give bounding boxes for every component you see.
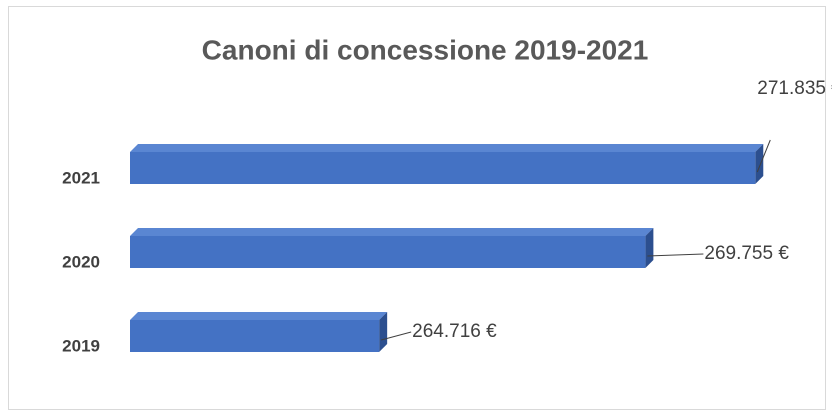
- bar-side: [645, 228, 654, 268]
- data-label: 264.716 €: [412, 321, 497, 342]
- data-label: 271.835 €: [757, 78, 832, 99]
- chart-title: Canoni di concessione 2019-2021: [202, 34, 649, 65]
- leader-line: [647, 253, 704, 257]
- category-label: 2020: [62, 252, 100, 271]
- bar-side: [379, 312, 388, 352]
- bar-top: [130, 144, 764, 152]
- bar: [130, 320, 380, 352]
- category-label: 2019: [62, 336, 100, 355]
- leader-line: [756, 139, 771, 173]
- data-label: 269.755 €: [704, 243, 789, 264]
- leader-line: [381, 331, 412, 341]
- bar-top: [130, 228, 654, 236]
- category-label: 2021: [62, 168, 100, 187]
- bar-side: [755, 144, 764, 184]
- bar: [130, 152, 756, 184]
- bar: [130, 236, 646, 268]
- bar-top: [130, 312, 388, 320]
